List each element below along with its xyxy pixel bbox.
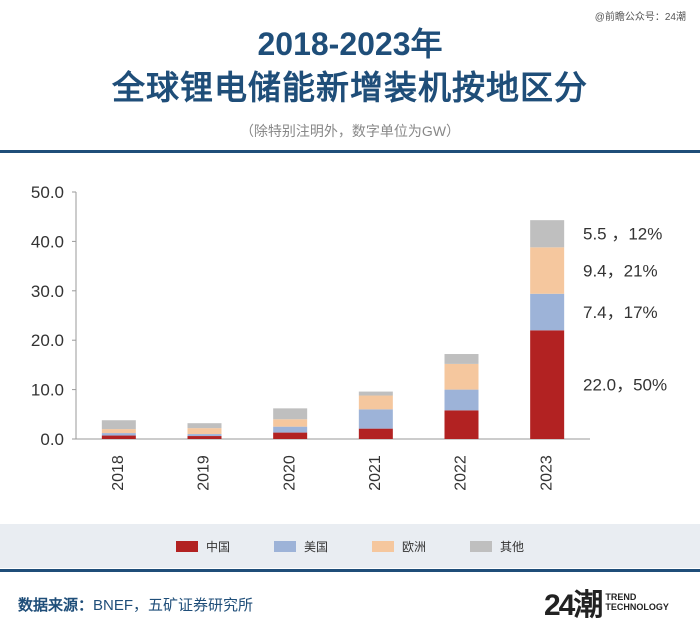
legend-label: 美国 <box>303 539 328 554</box>
bar-segment <box>530 330 565 439</box>
bar-segment <box>187 423 222 429</box>
logo-text-line-1: TREND <box>605 592 637 602</box>
bar-segment <box>358 428 393 439</box>
bar-segment <box>101 435 136 439</box>
page-title: 2018-2023年 全球锂电储能新增装机按地区分 <box>0 22 700 110</box>
legend-item: 其他 <box>470 538 524 555</box>
stacked-bar-chart: 0.0 10.0 20.0 30.0 40.0 50.0 2018 2019 2020 2021 2… <box>31 183 667 491</box>
bar-segment <box>530 247 565 294</box>
source-note: 数据来源：BNEF，五矿证券研究所 <box>18 594 253 615</box>
bar-segment <box>358 409 393 429</box>
legend-item: 中国 <box>175 538 230 555</box>
bar-segment <box>444 354 479 364</box>
bar-segment <box>273 408 308 420</box>
logo-text-line-2: TECHNOLOGY <box>605 602 669 612</box>
x-tick-label: 2019 <box>196 455 213 491</box>
data-annotation: 9.4，21% <box>583 262 658 281</box>
title-line-2: 全球锂电储能新增装机按地区分 <box>112 69 588 106</box>
x-tick-label: 2020 <box>281 455 298 491</box>
legend-swatch <box>175 540 198 552</box>
subtitle: （除特别注明外，数字单位为GW） <box>239 123 461 139</box>
top-divider <box>0 150 700 153</box>
x-tick-label: 2018 <box>110 455 127 491</box>
legend-item: 美国 <box>273 538 328 555</box>
bar-segment <box>444 410 479 439</box>
source-label: 数据来源： <box>18 597 94 614</box>
bar-segment <box>444 389 479 411</box>
legend: 中国 美国 欧洲 其他 <box>0 524 700 568</box>
source-text: BNEF，五矿证券研究所 <box>93 597 254 614</box>
x-tick-label: 2022 <box>453 455 470 491</box>
legend-item: 欧洲 <box>372 538 426 555</box>
bar-segment <box>187 428 222 435</box>
y-tick-label: 0.0 <box>40 430 64 449</box>
bottom-divider <box>0 569 700 572</box>
logo-mark: 24潮 <box>544 589 603 622</box>
x-tick-label: 2021 <box>367 455 384 491</box>
logo-text: TREND TECHNOLOGY <box>605 592 669 612</box>
data-annotation: 22.0，50% <box>583 376 667 395</box>
bar-segment <box>444 363 479 390</box>
y-tick-label: 30.0 <box>31 282 64 301</box>
bar-segment <box>273 432 308 439</box>
data-annotation: 7.4，17% <box>583 303 658 322</box>
y-tick-label: 10.0 <box>31 381 64 400</box>
data-annotation: 5.5 ，12% <box>583 225 662 244</box>
bar-segment <box>358 395 393 410</box>
legend-label: 中国 <box>205 539 230 554</box>
bar-segment <box>358 391 393 396</box>
legend-label: 欧洲 <box>402 539 427 554</box>
bar-segment <box>530 293 565 331</box>
bar-segment <box>187 436 222 439</box>
x-tick-label: 2023 <box>538 455 555 491</box>
bar-segment <box>187 434 222 437</box>
y-tick-label: 40.0 <box>31 232 64 251</box>
bar-segment <box>101 429 136 434</box>
bar-segment <box>273 426 308 433</box>
brand-logo: 24潮 TREND TECHNOLOGY <box>544 580 669 624</box>
bar-segment <box>101 420 136 430</box>
bar-segment <box>273 419 308 427</box>
legend-swatch <box>273 540 296 552</box>
legend-label: 其他 <box>500 539 525 554</box>
legend-swatch <box>470 540 493 552</box>
legend-swatch <box>372 540 394 552</box>
bar-segment <box>530 220 565 248</box>
y-tick-label: 20.0 <box>31 331 64 350</box>
watermark: @前瞻公众号：24潮 <box>594 12 686 23</box>
y-tick-label: 50.0 <box>31 183 64 202</box>
bar-segment <box>101 433 136 436</box>
title-line-1: 2018-2023年 <box>257 26 443 62</box>
